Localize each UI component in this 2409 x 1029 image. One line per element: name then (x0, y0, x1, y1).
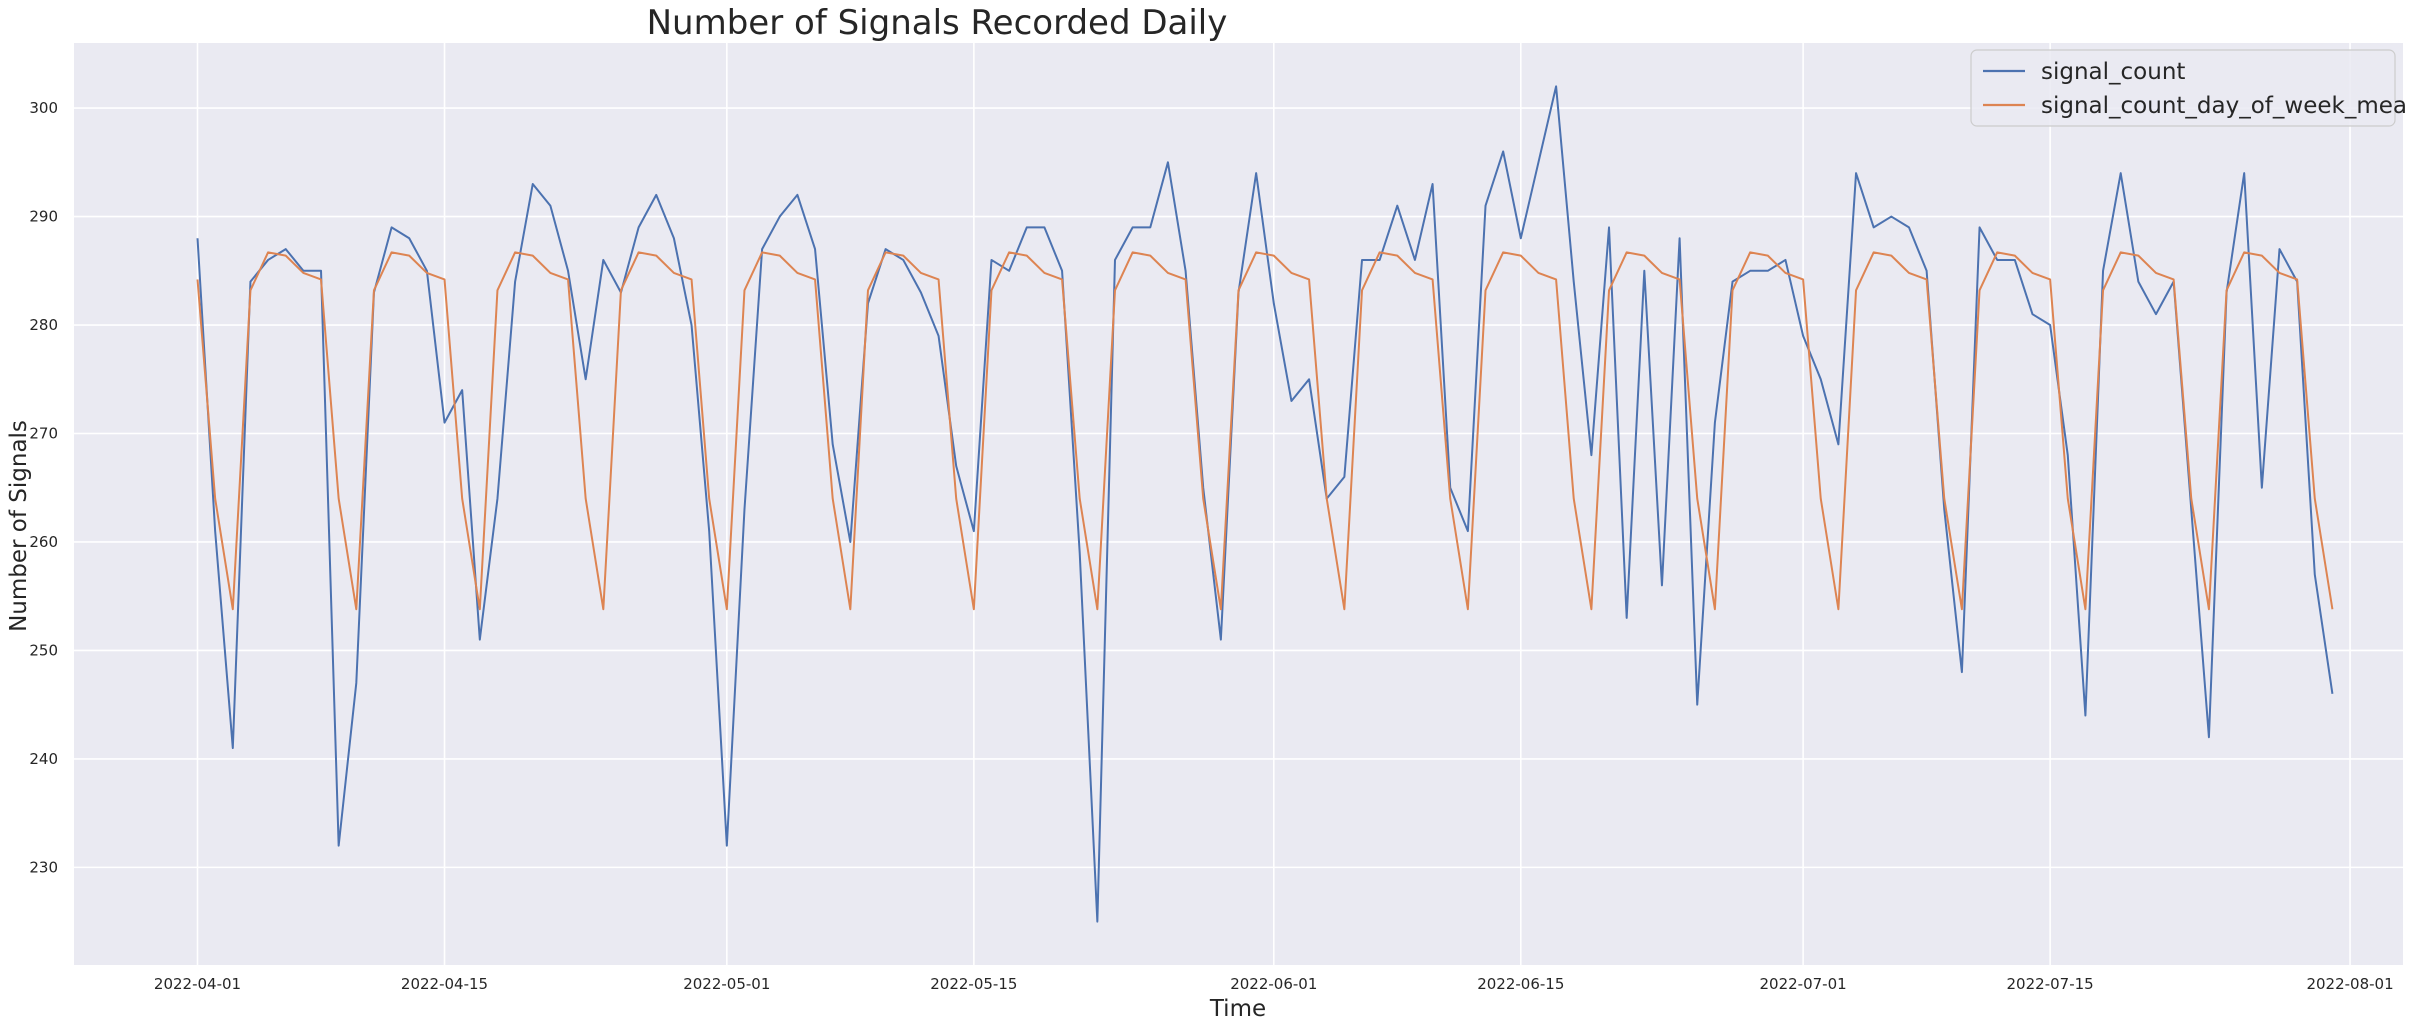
x-tick-label: 2022-07-01 (1760, 975, 1847, 993)
series-line-2 (196, 251, 2334, 611)
chart-title: Number of Signals Recorded Daily (647, 3, 1228, 43)
y-tick-label: 250 (29, 641, 58, 659)
y-tick-label: 230 (29, 858, 58, 876)
legend-label: signal_count_day_of_week_mean (2041, 93, 2409, 119)
x-tick-label: 2022-06-15 (1477, 975, 1564, 993)
plot-area (74, 43, 2403, 965)
x-tick-label: 2022-07-15 (2007, 975, 2094, 993)
series-line-1 (196, 85, 2334, 923)
legend: signal_count signal_count_day_of_week_mea… (1970, 49, 2409, 127)
y-tick-label: 290 (29, 208, 58, 226)
y-tick-label: 270 (29, 424, 58, 442)
x-tick-label: 2022-06-01 (1230, 975, 1317, 993)
x-tick-label: 2022-04-15 (401, 975, 488, 993)
y-axis-ticks: 230 240 250 260 270 280 290 300 (29, 99, 58, 876)
x-axis-ticks: 2022-04-01 2022-04-15 2022-05-01 2022-05-15… (154, 975, 2394, 993)
y-tick-label: 240 (29, 750, 58, 768)
x-tick-label: 2022-05-15 (930, 975, 1017, 993)
x-tick-label: 2022-08-01 (2306, 975, 2393, 993)
x-axis-title: Time (1209, 996, 1266, 1022)
x-tick-label: 2022-04-01 (154, 975, 241, 993)
gridlines (74, 43, 2403, 965)
x-tick-label: 2022-05-01 (683, 975, 770, 993)
legend-box (1970, 49, 2396, 127)
legend-label: signal_count (2041, 59, 2185, 85)
y-tick-label: 280 (29, 316, 58, 334)
y-tick-label: 260 (29, 533, 58, 551)
y-tick-label: 300 (29, 99, 58, 117)
series-lines (196, 85, 2334, 923)
y-axis-title: Number of Signals (6, 420, 32, 632)
